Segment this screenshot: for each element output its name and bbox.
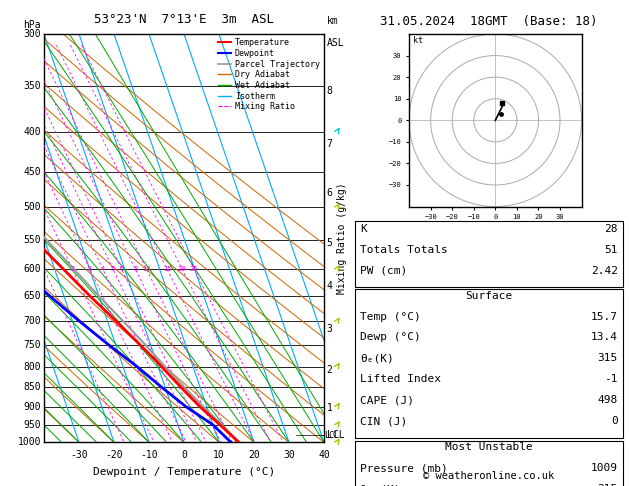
Text: 51: 51 bbox=[604, 245, 618, 255]
Text: 550: 550 bbox=[24, 235, 42, 244]
Text: 300: 300 bbox=[24, 29, 42, 39]
Text: Most Unstable: Most Unstable bbox=[445, 442, 533, 452]
Text: 4: 4 bbox=[101, 266, 105, 272]
Text: PW (cm): PW (cm) bbox=[360, 266, 408, 276]
Text: 450: 450 bbox=[24, 167, 42, 176]
Text: Surface: Surface bbox=[465, 291, 513, 301]
Text: 3: 3 bbox=[87, 266, 92, 272]
Text: 0: 0 bbox=[611, 416, 618, 426]
Text: Dewpoint / Temperature (°C): Dewpoint / Temperature (°C) bbox=[93, 467, 275, 477]
Text: θₑ (K): θₑ (K) bbox=[360, 484, 401, 486]
Text: 5: 5 bbox=[111, 266, 115, 272]
Text: 7: 7 bbox=[326, 139, 333, 149]
Text: θₑ(K): θₑ(K) bbox=[360, 353, 394, 364]
Text: © weatheronline.co.uk: © weatheronline.co.uk bbox=[423, 471, 555, 481]
Text: 15: 15 bbox=[163, 266, 171, 272]
Text: hPa: hPa bbox=[24, 20, 42, 30]
Text: 2: 2 bbox=[326, 365, 333, 375]
Text: Lifted Index: Lifted Index bbox=[360, 374, 442, 384]
Text: ASL: ASL bbox=[326, 38, 344, 48]
Text: 700: 700 bbox=[24, 316, 42, 326]
Text: 315: 315 bbox=[598, 484, 618, 486]
Text: CAPE (J): CAPE (J) bbox=[360, 395, 415, 405]
Text: Mixing Ratio (g/kg): Mixing Ratio (g/kg) bbox=[337, 182, 347, 294]
Text: 20: 20 bbox=[248, 451, 260, 460]
Text: 350: 350 bbox=[24, 81, 42, 91]
Bar bbox=[355, 221, 623, 287]
Text: Pressure (mb): Pressure (mb) bbox=[360, 463, 448, 473]
Text: LCL: LCL bbox=[324, 431, 339, 440]
Text: -30: -30 bbox=[70, 451, 88, 460]
Text: 20: 20 bbox=[178, 266, 186, 272]
Text: 400: 400 bbox=[24, 126, 42, 137]
Text: 30: 30 bbox=[283, 451, 295, 460]
Text: kt: kt bbox=[413, 35, 423, 45]
Text: 950: 950 bbox=[24, 420, 42, 430]
Text: 800: 800 bbox=[24, 362, 42, 372]
Text: 8: 8 bbox=[133, 266, 138, 272]
Text: Totals Totals: Totals Totals bbox=[360, 245, 448, 255]
Text: -10: -10 bbox=[140, 451, 158, 460]
Text: 8: 8 bbox=[326, 86, 333, 96]
Text: 750: 750 bbox=[24, 340, 42, 350]
Text: 498: 498 bbox=[598, 395, 618, 405]
Text: km: km bbox=[326, 16, 338, 26]
Text: 1009: 1009 bbox=[591, 463, 618, 473]
Text: Temp (°C): Temp (°C) bbox=[360, 312, 421, 322]
Text: 2: 2 bbox=[70, 266, 74, 272]
Text: 6: 6 bbox=[120, 266, 124, 272]
Text: 15.7: 15.7 bbox=[591, 312, 618, 322]
Text: 13.4: 13.4 bbox=[591, 332, 618, 343]
Text: 5: 5 bbox=[326, 238, 333, 247]
Text: 850: 850 bbox=[24, 382, 42, 392]
Legend: Temperature, Dewpoint, Parcel Trajectory, Dry Adiabat, Wet Adiabat, Isotherm, Mi: Temperature, Dewpoint, Parcel Trajectory… bbox=[218, 38, 320, 111]
Text: 40: 40 bbox=[318, 451, 330, 460]
Text: 650: 650 bbox=[24, 291, 42, 301]
Text: 4: 4 bbox=[326, 280, 333, 291]
Text: -1: -1 bbox=[604, 374, 618, 384]
Text: 500: 500 bbox=[24, 202, 42, 212]
Text: 3: 3 bbox=[326, 324, 333, 333]
Text: 2.42: 2.42 bbox=[591, 266, 618, 276]
Text: 25: 25 bbox=[190, 266, 198, 272]
Bar bbox=[355, 289, 623, 438]
Text: 315: 315 bbox=[598, 353, 618, 364]
Text: 1000: 1000 bbox=[18, 437, 42, 447]
Text: 10: 10 bbox=[213, 451, 225, 460]
Text: -20: -20 bbox=[105, 451, 123, 460]
Bar bbox=[355, 441, 623, 486]
Text: 6: 6 bbox=[326, 189, 333, 198]
Text: 1: 1 bbox=[326, 403, 333, 414]
Text: 28: 28 bbox=[604, 224, 618, 234]
Text: 31.05.2024  18GMT  (Base: 18): 31.05.2024 18GMT (Base: 18) bbox=[381, 15, 598, 28]
Text: LCL: LCL bbox=[326, 431, 344, 440]
Text: 10: 10 bbox=[142, 266, 150, 272]
Text: 53°23'N  7°13'E  3m  ASL: 53°23'N 7°13'E 3m ASL bbox=[94, 13, 274, 26]
Text: 900: 900 bbox=[24, 401, 42, 412]
Text: Dewp (°C): Dewp (°C) bbox=[360, 332, 421, 343]
Text: K: K bbox=[360, 224, 367, 234]
Text: CIN (J): CIN (J) bbox=[360, 416, 408, 426]
Text: 0: 0 bbox=[181, 451, 187, 460]
Text: 600: 600 bbox=[24, 264, 42, 274]
